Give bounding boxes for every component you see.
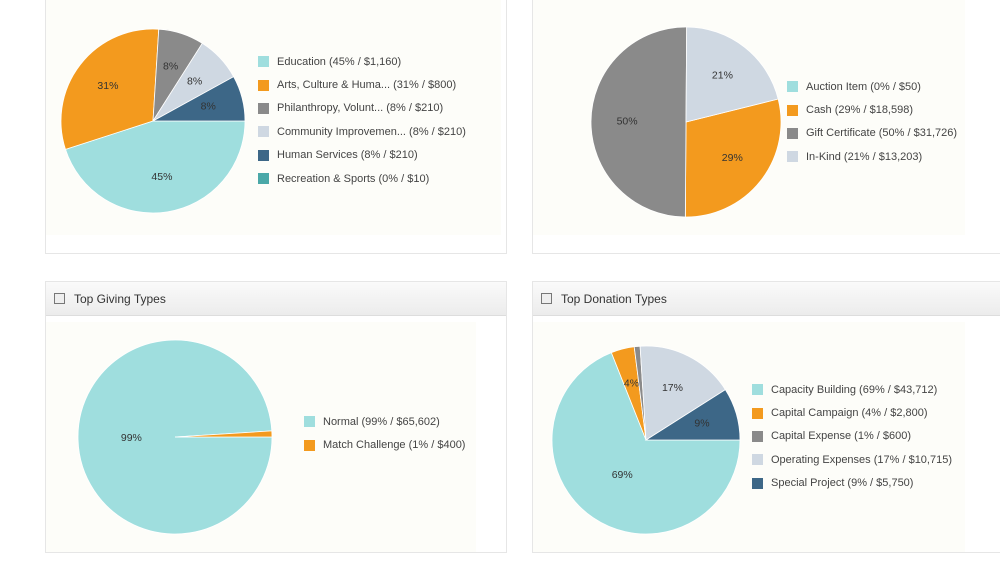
legend-item[interactable]: Capital Campaign (4% / $2,800) [752, 401, 952, 424]
pie-chart-2: 29% 50% 21% [590, 26, 782, 218]
legend-swatch [787, 104, 798, 116]
legend-swatch [752, 430, 763, 442]
pie-slice[interactable] [639, 345, 726, 441]
legend-swatch [258, 102, 269, 114]
legend-swatch [787, 127, 798, 139]
pie-slice[interactable] [684, 98, 782, 218]
legend-item[interactable]: Community Improvemen... (8% / $210) [258, 120, 466, 143]
legend-swatch [258, 149, 269, 161]
legend-swatch [304, 439, 315, 451]
legend-2: Auction Item (0% / $50) Cash (29% / $18,5… [787, 75, 957, 169]
legend-label: Arts, Culture & Huma... (31% / $800) [277, 79, 457, 92]
pie-slice[interactable] [152, 76, 246, 122]
legend-label: Community Improvemen... (8% / $210) [277, 125, 466, 138]
legend-label: Special Project (9% / $5,750) [771, 477, 914, 490]
legend-swatch [752, 454, 763, 466]
slice-label: 8% [201, 101, 216, 113]
legend-label: Auction Item (0% / $50) [806, 80, 921, 93]
legend-item[interactable]: Normal (99% / $65,602) [304, 410, 465, 433]
legend-label: Normal (99% / $65,602) [323, 415, 440, 428]
slice-label: 99% [121, 432, 142, 444]
slice-label: 31% [97, 80, 118, 92]
pie-slice[interactable] [60, 28, 160, 150]
legend-swatch [752, 477, 763, 489]
legend-label: Operating Expenses (17% / $10,715) [771, 453, 953, 466]
panel-header: Top Giving Types [46, 282, 506, 316]
pie-chart-4: 69% 4% 17% 9% [551, 345, 741, 535]
legend-item[interactable]: Education (45% / $1,160) [258, 50, 466, 73]
legend-item[interactable]: Cash (29% / $18,598) [787, 98, 957, 121]
legend-item[interactable]: Capital Expense (1% / $600) [752, 425, 952, 448]
pie-slice[interactable] [174, 430, 273, 438]
legend-item[interactable]: Gift Certificate (50% / $31,726) [787, 122, 957, 145]
legend-swatch [258, 126, 269, 138]
legend-swatch [752, 384, 763, 396]
legend-swatch [787, 151, 798, 163]
slice-label: 8% [187, 76, 202, 88]
legend-label: Match Challenge (1% / $400) [323, 439, 466, 452]
pie-slice[interactable] [64, 120, 246, 214]
chart-icon [541, 293, 552, 304]
legend-item[interactable]: Special Project (9% / $5,750) [752, 472, 952, 495]
panel-title: Top Donation Types [561, 291, 667, 306]
legend-label: Capital Campaign (4% / $2,800) [771, 407, 928, 420]
legend-item[interactable]: Auction Item (0% / $50) [787, 75, 957, 98]
legend-label: Gift Certificate (50% / $31,726) [806, 127, 958, 140]
legend-item[interactable]: Match Challenge (1% / $400) [304, 433, 465, 456]
legend-item[interactable]: Capacity Building (69% / $43,712) [752, 378, 952, 401]
legend-swatch [258, 173, 269, 185]
slice-label: 50% [617, 115, 638, 127]
legend-item[interactable]: Arts, Culture & Huma... (31% / $800) [258, 73, 466, 96]
slice-label: 4% [624, 377, 639, 389]
slice-label: 45% [151, 171, 172, 183]
legend-label: In-Kind (21% / $13,203) [806, 150, 923, 163]
legend-swatch [787, 81, 798, 93]
chart-icon [54, 293, 65, 304]
legend-item[interactable]: Philanthropy, Volunt... (8% / $210) [258, 97, 466, 120]
legend-label: Capital Expense (1% / $600) [771, 430, 912, 443]
pie-chart-1: 45% 31% 8% 8% 8% [60, 28, 246, 214]
legend-3: Normal (99% / $65,602) Match Challenge (1… [304, 410, 465, 457]
legend-label: Capacity Building (69% / $43,712) [771, 383, 938, 396]
legend-swatch [258, 56, 269, 68]
legend-item[interactable]: In-Kind (21% / $13,203) [787, 145, 957, 168]
slice-label: 8% [163, 61, 178, 73]
pie-slice[interactable] [590, 26, 688, 218]
pie-slice[interactable] [551, 352, 741, 535]
legend-swatch [752, 407, 763, 419]
pie-chart-3: 99% [77, 339, 273, 535]
legend-label: Recreation & Sports (0% / $10) [277, 172, 430, 185]
legend-label: Human Services (8% / $210) [277, 149, 418, 162]
legend-item[interactable]: Recreation & Sports (0% / $10) [258, 167, 466, 190]
slice-label: 69% [612, 469, 633, 481]
legend-item[interactable]: Operating Expenses (17% / $10,715) [752, 448, 952, 471]
legend-1: Education (45% / $1,160) Arts, Culture & … [258, 50, 466, 190]
legend-swatch [304, 416, 315, 428]
slice-label: 21% [712, 69, 733, 81]
legend-4: Capacity Building (69% / $43,712) Capital… [752, 378, 952, 495]
legend-label: Education (45% / $1,160) [277, 55, 402, 68]
legend-swatch [258, 79, 269, 91]
slice-label: 29% [722, 152, 743, 164]
legend-item[interactable]: Human Services (8% / $210) [258, 144, 466, 167]
legend-label: Philanthropy, Volunt... (8% / $210) [277, 102, 444, 115]
panel-title: Top Giving Types [74, 291, 166, 306]
legend-label: Cash (29% / $18,598) [806, 104, 914, 117]
pie-slice[interactable] [685, 26, 779, 123]
slice-label: 9% [694, 418, 709, 430]
pie-slice[interactable] [644, 389, 741, 441]
slice-label: 17% [662, 382, 683, 394]
panel-header: Top Donation Types [533, 282, 1000, 316]
